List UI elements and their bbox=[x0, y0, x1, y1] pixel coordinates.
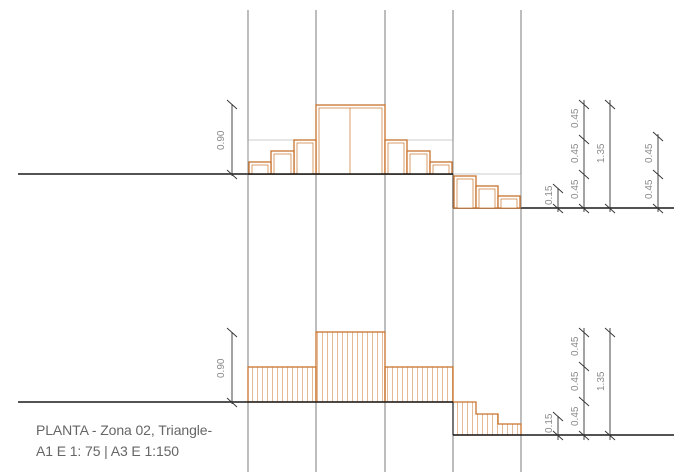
upper-dim-col2: 1.35 bbox=[596, 143, 607, 163]
upper-elevation: 0.90 0.15 0.45 0.45 0.45 1.35 bbox=[18, 99, 674, 214]
upper-dim-left-label: 0.90 bbox=[216, 130, 227, 150]
lower-dim-small: 0.15 bbox=[544, 413, 555, 433]
lower-hatched-furniture bbox=[247, 331, 454, 403]
lower-elevation: 0.90 0.15 0.45 0.45 0.45 1.35 bbox=[18, 327, 674, 441]
upper-stepped-furniture bbox=[248, 104, 521, 209]
upper-dim-small: 0.15 bbox=[544, 185, 555, 205]
upper-dimension-left bbox=[226, 99, 238, 180]
upper-dim-col1-b: 0.45 bbox=[570, 143, 581, 163]
upper-dim-col1-a: 0.45 bbox=[570, 108, 581, 128]
lower-dim-col1-a: 0.45 bbox=[570, 336, 581, 356]
vertical-grid-lines bbox=[247, 10, 522, 472]
upper-dim-col3-a: 0.45 bbox=[644, 143, 655, 163]
upper-dimension-col1 bbox=[578, 99, 590, 214]
lower-dim-col2: 1.35 bbox=[596, 371, 607, 391]
lower-dim-col1-b: 0.45 bbox=[570, 371, 581, 391]
lower-dimension-col1 bbox=[578, 327, 590, 441]
upper-dimension-col3 bbox=[652, 131, 664, 214]
upper-dim-col1-c: 0.45 bbox=[570, 179, 581, 199]
upper-dimension-col2 bbox=[604, 99, 616, 214]
lower-right-steps bbox=[453, 401, 522, 436]
drawing-caption-title: PLANTA - Zona 02, Triangle- bbox=[36, 422, 213, 438]
lower-dim-col1-c: 0.45 bbox=[570, 406, 581, 426]
lower-dim-left-label: 0.90 bbox=[216, 358, 227, 378]
lower-dimension-col2 bbox=[604, 327, 616, 441]
drawing-caption-scale: A1 E 1: 75 | A3 E 1:150 bbox=[36, 443, 179, 459]
upper-dim-col3-b: 0.45 bbox=[644, 179, 655, 199]
lower-dimension-left bbox=[226, 327, 238, 408]
